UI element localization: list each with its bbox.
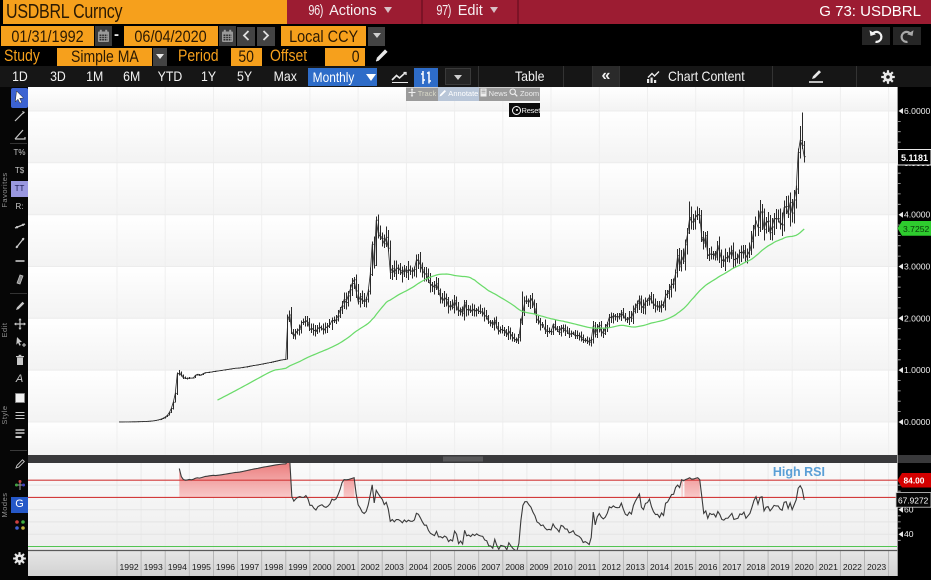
svg-text:1993: 1993	[144, 562, 163, 572]
svg-text:67.9272: 67.9272	[898, 496, 929, 506]
svg-text:2014: 2014	[650, 562, 669, 572]
svg-text:2007: 2007	[481, 562, 500, 572]
svg-text:1998: 1998	[264, 562, 283, 572]
svg-text:2008: 2008	[505, 562, 524, 572]
svg-text:2009: 2009	[529, 562, 548, 572]
svg-text:60: 60	[904, 505, 914, 515]
svg-text:4.0000: 4.0000	[904, 210, 931, 220]
svg-text:84.00: 84.00	[904, 476, 925, 486]
svg-text:2021: 2021	[819, 562, 838, 572]
svg-text:2.0000: 2.0000	[904, 313, 931, 323]
svg-text:High RSI: High RSI	[773, 465, 825, 479]
svg-text:1995: 1995	[192, 562, 211, 572]
svg-text:2017: 2017	[722, 562, 741, 572]
svg-text:3.7252: 3.7252	[903, 224, 930, 234]
svg-text:2002: 2002	[361, 562, 380, 572]
svg-text:2010: 2010	[554, 562, 573, 572]
svg-text:1.0000: 1.0000	[904, 365, 931, 375]
svg-text:6.0000: 6.0000	[904, 106, 931, 116]
svg-text:2012: 2012	[602, 562, 621, 572]
svg-text:40: 40	[904, 529, 914, 539]
svg-text:2020: 2020	[795, 562, 814, 572]
svg-text:1992: 1992	[120, 562, 139, 572]
svg-text:1997: 1997	[240, 562, 259, 572]
svg-text:2016: 2016	[698, 562, 717, 572]
svg-text:2006: 2006	[457, 562, 476, 572]
svg-text:2022: 2022	[843, 562, 862, 572]
svg-text:2004: 2004	[409, 562, 428, 572]
svg-text:2005: 2005	[433, 562, 452, 572]
svg-text:2023: 2023	[867, 562, 886, 572]
svg-text:1994: 1994	[168, 562, 187, 572]
svg-text:2018: 2018	[746, 562, 765, 572]
svg-text:2003: 2003	[385, 562, 404, 572]
svg-text:2001: 2001	[337, 562, 356, 572]
svg-text:1999: 1999	[288, 562, 307, 572]
svg-text:2000: 2000	[312, 562, 331, 572]
svg-text:0.0000: 0.0000	[904, 417, 931, 427]
svg-text:2013: 2013	[626, 562, 645, 572]
svg-text:3.0000: 3.0000	[904, 262, 931, 272]
svg-text:5.1181: 5.1181	[901, 153, 928, 163]
svg-text:2011: 2011	[578, 562, 597, 572]
svg-text:2019: 2019	[771, 562, 790, 572]
svg-text:1996: 1996	[216, 562, 235, 572]
svg-text:2015: 2015	[674, 562, 693, 572]
